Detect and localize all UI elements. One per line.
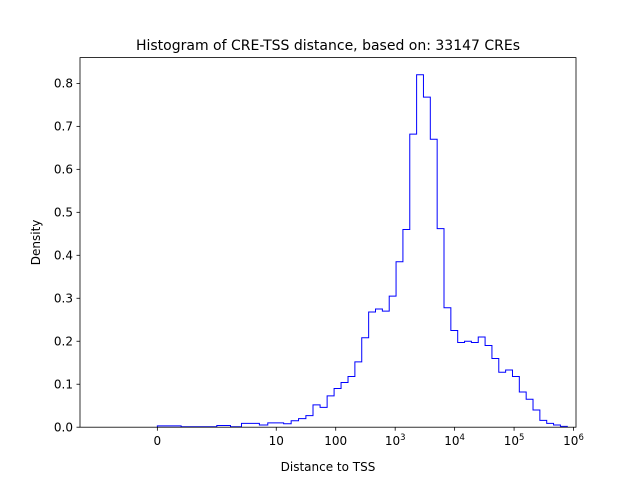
y-tick-label: 0.1 <box>54 378 73 392</box>
x-axis-label: Distance to TSS <box>281 460 376 474</box>
y-tick-label: 0.2 <box>54 335 73 349</box>
x-tick-label: 104 <box>444 433 465 448</box>
y-tick-label: 0.6 <box>54 163 73 177</box>
x-tick-label: 100 <box>324 434 347 448</box>
y-tick-label: 0.7 <box>54 120 73 134</box>
x-tick-label: 10 <box>269 434 284 448</box>
x-tick-label: 0 <box>154 434 162 448</box>
y-tick-label: 0.5 <box>54 206 73 220</box>
y-tick-label: 0.3 <box>54 292 73 306</box>
y-tick-label: 0.8 <box>54 77 73 91</box>
plot-frame <box>79 57 577 428</box>
x-tick-label: 105 <box>504 433 525 448</box>
x-axis-ticks: 0 10 100 103 104 105 106 <box>154 427 584 448</box>
chart-title: Histogram of CRE-TSS distance, based on:… <box>136 38 520 54</box>
x-tick-label: 106 <box>563 433 584 448</box>
y-tick-label: 0.4 <box>54 249 73 263</box>
histogram-step-line <box>156 74 568 428</box>
y-axis-label: Density <box>29 220 43 266</box>
y-axis-ticks: 0.0 0.1 0.2 0.3 0.4 0.5 0.6 0.7 0.8 <box>54 77 80 435</box>
y-tick-label: 0.0 <box>54 421 73 435</box>
x-tick-label: 103 <box>385 433 406 448</box>
